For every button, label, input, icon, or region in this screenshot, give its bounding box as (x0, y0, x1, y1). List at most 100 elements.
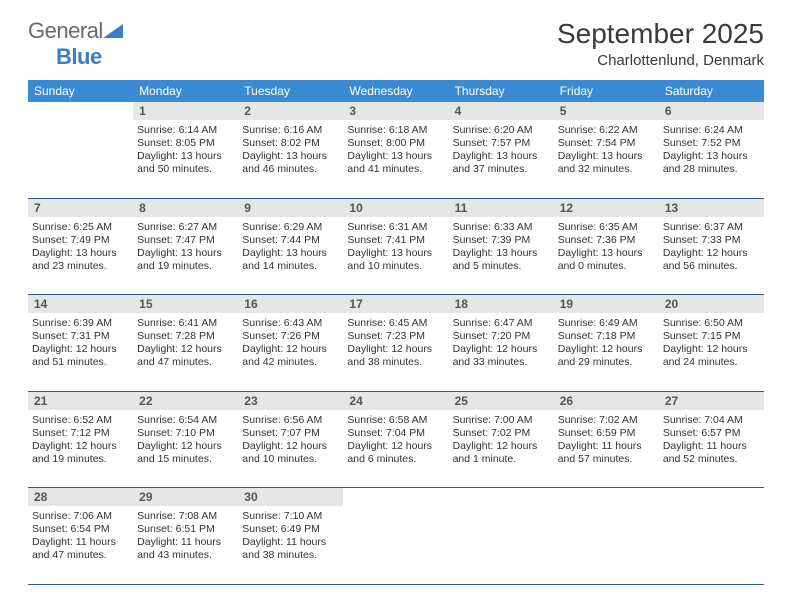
daylight-line: Daylight: 12 hours and 19 minutes. (32, 440, 129, 466)
day-number-cell: 21 (28, 391, 133, 410)
day-number-cell: 4 (449, 102, 554, 120)
sunrise-line: Sunrise: 6:27 AM (137, 221, 234, 234)
day-details: Sunrise: 6:35 AMSunset: 7:36 PMDaylight:… (558, 219, 655, 274)
day-number-cell: 18 (449, 295, 554, 314)
dow-wednesday: Wednesday (343, 80, 448, 102)
day-details: Sunrise: 6:29 AMSunset: 7:44 PMDaylight:… (242, 219, 339, 274)
sunrise-line: Sunrise: 6:22 AM (558, 124, 655, 137)
daylight-line: Daylight: 11 hours and 57 minutes. (558, 440, 655, 466)
day-cell: Sunrise: 6:29 AMSunset: 7:44 PMDaylight:… (238, 217, 343, 295)
page-title: September 2025 (557, 18, 764, 50)
sunrise-line: Sunrise: 7:04 AM (663, 414, 760, 427)
sunrise-line: Sunrise: 6:25 AM (32, 221, 129, 234)
sunrise-line: Sunrise: 6:52 AM (32, 414, 129, 427)
day-details: Sunrise: 6:31 AMSunset: 7:41 PMDaylight:… (347, 219, 444, 274)
sunset-line: Sunset: 7:15 PM (663, 330, 760, 343)
day-details: Sunrise: 6:39 AMSunset: 7:31 PMDaylight:… (32, 315, 129, 370)
day-cell: Sunrise: 6:47 AMSunset: 7:20 PMDaylight:… (449, 313, 554, 391)
sunset-line: Sunset: 7:41 PM (347, 234, 444, 247)
location-label: Charlottenlund, Denmark (557, 52, 764, 69)
sunset-line: Sunset: 6:51 PM (137, 523, 234, 536)
daylight-line: Daylight: 11 hours and 52 minutes. (663, 440, 760, 466)
daynum-row: 14151617181920 (28, 295, 764, 314)
day-details: Sunrise: 7:02 AMSunset: 6:59 PMDaylight:… (558, 412, 655, 467)
header: General Blue September 2025 Charlottenlu… (28, 18, 764, 70)
day-number-cell: 30 (238, 488, 343, 507)
sunset-line: Sunset: 7:39 PM (453, 234, 550, 247)
day-number-cell: 26 (554, 391, 659, 410)
sunrise-line: Sunrise: 6:14 AM (137, 124, 234, 137)
day-number-cell: 1 (133, 102, 238, 120)
day-cell: Sunrise: 6:22 AMSunset: 7:54 PMDaylight:… (554, 120, 659, 198)
day-cell: Sunrise: 6:35 AMSunset: 7:36 PMDaylight:… (554, 217, 659, 295)
day-details: Sunrise: 6:37 AMSunset: 7:33 PMDaylight:… (663, 219, 760, 274)
day-number-cell: 28 (28, 488, 133, 507)
daylight-line: Daylight: 13 hours and 50 minutes. (137, 150, 234, 176)
day-cell: Sunrise: 6:39 AMSunset: 7:31 PMDaylight:… (28, 313, 133, 391)
sunrise-line: Sunrise: 6:39 AM (32, 317, 129, 330)
daylight-line: Daylight: 12 hours and 51 minutes. (32, 343, 129, 369)
day-number-cell: 27 (659, 391, 764, 410)
day-number-cell: 3 (343, 102, 448, 120)
day-number-cell: 15 (133, 295, 238, 314)
day-details: Sunrise: 6:24 AMSunset: 7:52 PMDaylight:… (663, 122, 760, 177)
day-cell: Sunrise: 6:31 AMSunset: 7:41 PMDaylight:… (343, 217, 448, 295)
daylight-line: Daylight: 12 hours and 24 minutes. (663, 343, 760, 369)
dow-saturday: Saturday (659, 80, 764, 102)
sunrise-line: Sunrise: 6:56 AM (242, 414, 339, 427)
sunrise-line: Sunrise: 7:02 AM (558, 414, 655, 427)
daynum-row: 123456 (28, 102, 764, 120)
day-details: Sunrise: 6:14 AMSunset: 8:05 PMDaylight:… (137, 122, 234, 177)
day-number-cell (28, 102, 133, 120)
sunset-line: Sunset: 8:02 PM (242, 137, 339, 150)
sunrise-line: Sunrise: 6:16 AM (242, 124, 339, 137)
day-number-cell (343, 488, 448, 507)
sunset-line: Sunset: 7:36 PM (558, 234, 655, 247)
day-cell: Sunrise: 7:00 AMSunset: 7:02 PMDaylight:… (449, 410, 554, 488)
day-details: Sunrise: 7:08 AMSunset: 6:51 PMDaylight:… (137, 508, 234, 563)
day-number-cell: 5 (554, 102, 659, 120)
sunrise-line: Sunrise: 7:00 AM (453, 414, 550, 427)
day-number-cell: 16 (238, 295, 343, 314)
daynum-row: 21222324252627 (28, 391, 764, 410)
sunset-line: Sunset: 7:33 PM (663, 234, 760, 247)
day-number-cell: 24 (343, 391, 448, 410)
daylight-line: Daylight: 12 hours and 6 minutes. (347, 440, 444, 466)
day-cell: Sunrise: 6:37 AMSunset: 7:33 PMDaylight:… (659, 217, 764, 295)
day-cell: Sunrise: 6:20 AMSunset: 7:57 PMDaylight:… (449, 120, 554, 198)
day-cell: Sunrise: 7:06 AMSunset: 6:54 PMDaylight:… (28, 506, 133, 584)
sunset-line: Sunset: 7:23 PM (347, 330, 444, 343)
daylight-line: Daylight: 12 hours and 56 minutes. (663, 247, 760, 273)
week-row: Sunrise: 6:52 AMSunset: 7:12 PMDaylight:… (28, 410, 764, 488)
sunset-line: Sunset: 7:10 PM (137, 427, 234, 440)
day-number-cell: 23 (238, 391, 343, 410)
day-number-cell: 9 (238, 198, 343, 217)
day-details: Sunrise: 6:58 AMSunset: 7:04 PMDaylight:… (347, 412, 444, 467)
day-details: Sunrise: 6:33 AMSunset: 7:39 PMDaylight:… (453, 219, 550, 274)
sunrise-line: Sunrise: 7:08 AM (137, 510, 234, 523)
day-cell: Sunrise: 6:52 AMSunset: 7:12 PMDaylight:… (28, 410, 133, 488)
day-details: Sunrise: 6:20 AMSunset: 7:57 PMDaylight:… (453, 122, 550, 177)
day-number-cell: 2 (238, 102, 343, 120)
day-details: Sunrise: 7:04 AMSunset: 6:57 PMDaylight:… (663, 412, 760, 467)
sunset-line: Sunset: 7:12 PM (32, 427, 129, 440)
sunset-line: Sunset: 7:49 PM (32, 234, 129, 247)
day-details: Sunrise: 6:16 AMSunset: 8:02 PMDaylight:… (242, 122, 339, 177)
daylight-line: Daylight: 12 hours and 29 minutes. (558, 343, 655, 369)
day-cell: Sunrise: 6:54 AMSunset: 7:10 PMDaylight:… (133, 410, 238, 488)
sunset-line: Sunset: 7:28 PM (137, 330, 234, 343)
sunset-line: Sunset: 7:52 PM (663, 137, 760, 150)
sunset-line: Sunset: 7:44 PM (242, 234, 339, 247)
sunrise-line: Sunrise: 7:10 AM (242, 510, 339, 523)
dow-monday: Monday (133, 80, 238, 102)
day-number-cell (659, 488, 764, 507)
day-details: Sunrise: 6:45 AMSunset: 7:23 PMDaylight:… (347, 315, 444, 370)
sunset-line: Sunset: 7:02 PM (453, 427, 550, 440)
sunrise-line: Sunrise: 6:45 AM (347, 317, 444, 330)
day-details: Sunrise: 6:56 AMSunset: 7:07 PMDaylight:… (242, 412, 339, 467)
daylight-line: Daylight: 12 hours and 1 minute. (453, 440, 550, 466)
logo-word-general: General (28, 18, 103, 43)
day-details: Sunrise: 6:50 AMSunset: 7:15 PMDaylight:… (663, 315, 760, 370)
daylight-line: Daylight: 13 hours and 10 minutes. (347, 247, 444, 273)
day-details: Sunrise: 6:27 AMSunset: 7:47 PMDaylight:… (137, 219, 234, 274)
